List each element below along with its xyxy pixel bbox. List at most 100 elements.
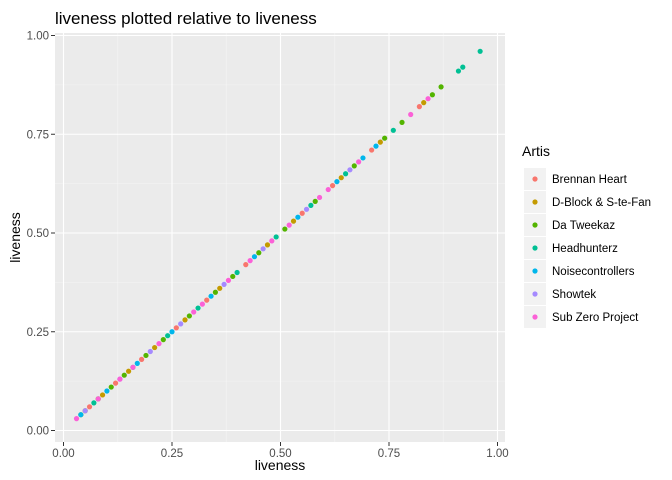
- data-points: [73, 48, 483, 422]
- data-point: [117, 376, 123, 382]
- legend-label: Brennan Heart: [552, 174, 628, 186]
- data-point: [139, 356, 145, 362]
- data-point: [221, 281, 227, 287]
- y-tick-label: 0.00: [27, 426, 49, 438]
- data-point: [225, 277, 232, 283]
- data-point: [325, 186, 331, 193]
- data-point: [82, 408, 88, 414]
- y-tick-label: 1.00: [27, 31, 49, 43]
- major-gridlines: [55, 33, 505, 442]
- y-tick-label: 0.25: [27, 327, 49, 339]
- data-point: [390, 127, 396, 133]
- data-point: [121, 372, 127, 378]
- data-point: [256, 250, 262, 256]
- data-point: [112, 380, 119, 386]
- data-point: [312, 198, 318, 204]
- data-point: [269, 238, 275, 244]
- x-tick-label: 0.75: [378, 448, 400, 460]
- data-point: [373, 143, 379, 149]
- data-point: [295, 214, 301, 220]
- data-point: [78, 412, 84, 418]
- x-axis-title: liveness: [255, 457, 306, 473]
- data-point: [243, 262, 249, 268]
- data-point: [251, 254, 258, 260]
- data-point: [108, 384, 114, 390]
- data-point: [160, 337, 166, 343]
- data-point: [126, 368, 132, 374]
- data-point: [399, 119, 405, 125]
- data-point: [338, 175, 344, 181]
- chart-title: liveness plotted relative to liveness: [55, 9, 317, 28]
- data-point: [212, 289, 218, 295]
- legend-label: Showtek: [552, 289, 596, 301]
- data-point: [204, 297, 210, 303]
- data-point: [421, 100, 427, 106]
- y-tick-label: 0.75: [27, 129, 49, 141]
- data-point: [429, 92, 435, 98]
- legend-label: Da Tweekaz: [552, 220, 615, 232]
- data-point: [369, 147, 375, 153]
- data-point: [186, 313, 192, 319]
- x-tick-label: 0.50: [269, 448, 291, 460]
- data-point: [234, 269, 240, 276]
- data-point: [360, 155, 366, 161]
- data-point: [477, 48, 483, 54]
- data-point: [299, 210, 305, 216]
- data-point: [191, 309, 197, 315]
- data-point: [382, 135, 388, 141]
- data-point: [217, 285, 223, 291]
- data-point: [356, 159, 362, 165]
- data-point: [95, 396, 101, 402]
- data-point: [377, 139, 383, 145]
- data-point: [343, 171, 349, 177]
- legend-key-point: [532, 199, 538, 205]
- data-point: [273, 234, 279, 240]
- legend-title: Artis: [522, 143, 550, 159]
- data-point: [195, 305, 201, 311]
- legend-key-point: [532, 176, 538, 182]
- data-point: [178, 321, 184, 327]
- data-point: [247, 258, 253, 264]
- x-tick-label: 0.00: [52, 448, 74, 460]
- data-point: [147, 348, 153, 355]
- data-point: [208, 293, 214, 299]
- y-axis-title: liveness: [7, 212, 23, 263]
- data-point: [86, 404, 93, 410]
- legend-label: Headhunterz: [552, 243, 618, 255]
- data-point: [91, 400, 97, 406]
- data-point: [282, 226, 288, 232]
- data-point: [290, 218, 297, 224]
- data-point: [169, 329, 175, 335]
- legend-label: Noisecontrollers: [552, 266, 635, 278]
- data-point: [152, 344, 158, 351]
- legend-key-point: [532, 245, 538, 251]
- data-point: [347, 167, 353, 173]
- data-point: [460, 64, 466, 70]
- data-point: [130, 364, 136, 370]
- data-point: [416, 104, 422, 110]
- y-axis-ticks: 0.00 0.25 0.50 0.75 1.00: [27, 31, 55, 438]
- data-point: [260, 246, 266, 252]
- data-point: [134, 360, 140, 366]
- legend-label: Sub Zero Project: [552, 312, 639, 324]
- data-point: [182, 317, 188, 323]
- data-point: [351, 163, 357, 169]
- data-point: [99, 392, 106, 398]
- data-point: [264, 242, 271, 248]
- data-point: [334, 179, 340, 185]
- data-point: [455, 68, 462, 74]
- x-tick-label: 0.25: [161, 448, 183, 460]
- data-point: [286, 222, 292, 228]
- legend-key-point: [532, 314, 538, 320]
- legend-label: D-Block & S-te-Fan: [552, 197, 651, 209]
- x-axis-ticks: 0.00 0.25 0.50 0.75 1.00: [52, 442, 509, 460]
- data-point: [143, 352, 149, 359]
- data-point: [73, 416, 80, 422]
- data-point: [156, 341, 162, 347]
- data-point: [308, 202, 314, 208]
- data-point: [165, 333, 171, 339]
- y-tick-label: 0.50: [27, 228, 49, 240]
- data-point: [316, 194, 323, 201]
- data-point: [199, 301, 205, 307]
